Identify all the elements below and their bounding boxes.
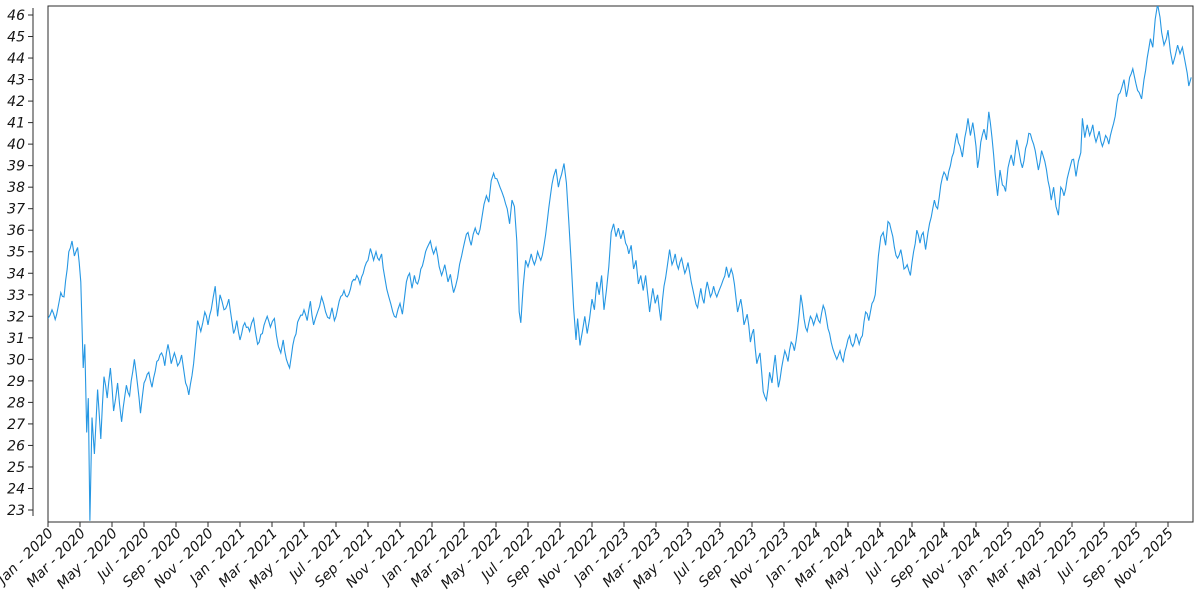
plot-border <box>47 5 1194 523</box>
y-tick-label: 44 <box>7 51 25 67</box>
y-tick-label: 29 <box>7 374 25 390</box>
y-tick-label: 38 <box>7 180 25 196</box>
y-tick-label: 34 <box>7 266 25 282</box>
y-tick-label: 32 <box>7 309 25 325</box>
price-line <box>48 6 1192 521</box>
y-tick-label: 27 <box>7 417 25 433</box>
y-tick-label: 41 <box>7 116 25 132</box>
y-tick-label: 35 <box>7 245 25 261</box>
y-tick-label: 33 <box>7 288 25 304</box>
y-tick-label: 39 <box>7 159 25 175</box>
y-tick-label: 23 <box>7 503 25 519</box>
y-tick-label: 28 <box>7 395 25 411</box>
y-tick-label: 43 <box>7 73 25 89</box>
y-tick-label: 30 <box>7 352 25 368</box>
y-tick-label: 25 <box>7 460 25 476</box>
y-tick-label: 42 <box>7 94 25 110</box>
y-tick-label: 31 <box>7 331 25 347</box>
y-tick-label: 26 <box>7 438 25 454</box>
y-tick-label: 24 <box>7 481 25 497</box>
y-tick-label: 40 <box>7 137 25 153</box>
y-tick-label: 46 <box>7 8 25 24</box>
y-tick-label: 45 <box>7 30 25 46</box>
y-tick-label: 37 <box>7 202 25 218</box>
y-tick-label: 36 <box>7 223 25 239</box>
